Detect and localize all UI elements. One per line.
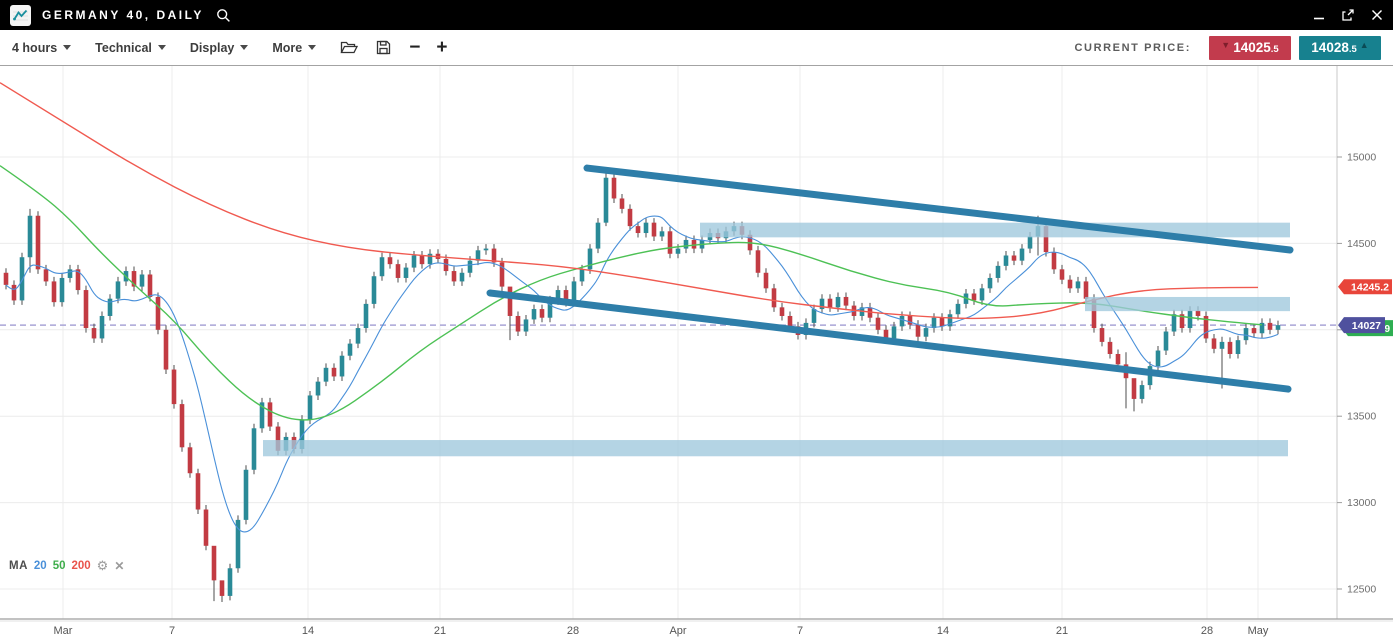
current-price-label: CURRENT PRICE: [1074,41,1191,54]
svg-text:21: 21 [434,625,446,637]
sell-price-frac: .5 [1270,43,1279,55]
svg-text:14: 14 [302,625,314,637]
chart-canvas[interactable]: 150001450014000135001300012500Mar7142128… [0,66,1393,641]
display-dropdown-label: Display [189,40,235,55]
display-dropdown[interactable]: Display [189,40,249,55]
interval-dropdown[interactable]: 4 hours [12,40,72,55]
resistance-zone-middle[interactable] [1085,296,1290,312]
buy-price-value: 14028 [1311,39,1349,55]
svg-text:28: 28 [567,625,579,637]
svg-text:7: 7 [797,625,803,637]
ma200-tag [1338,279,1392,295]
technical-dropdown[interactable]: Technical [95,41,166,55]
ma200-period-label[interactable]: 200 [71,560,91,572]
window-controls [1313,8,1383,22]
open-folder-icon[interactable] [340,40,359,55]
sell-price-value: 14025 [1233,39,1271,55]
price-axis[interactable]: 150001450014000135001300012500 [1336,66,1393,641]
gear-icon[interactable]: ⚙ [96,558,109,573]
ma200-line [0,82,1259,320]
chevron-down-icon [157,45,166,50]
upper-channel-trendline[interactable] [583,164,1294,254]
svg-text:7: 7 [169,625,175,637]
svg-text:14245.2: 14245.2 [1351,282,1389,294]
support-zone-lower[interactable] [263,440,1288,457]
ma20-period-label[interactable]: 20 [33,560,47,572]
chevron-down-icon [63,45,72,50]
ma50-line [0,165,1263,421]
svg-text:14500: 14500 [1347,238,1376,250]
ma50-period-label[interactable]: 50 [52,560,66,572]
svg-text:15000: 15000 [1347,152,1376,164]
svg-text:May: May [1248,625,1269,637]
svg-text:13000: 13000 [1347,497,1376,509]
price-chart-svg[interactable]: 150001450014000135001300012500Mar7142128… [0,66,1393,641]
buy-price-frac: .5 [1348,43,1357,55]
more-dropdown-label: More [272,40,303,55]
svg-text:14027: 14027 [1352,320,1381,332]
more-dropdown[interactable]: More [272,40,317,55]
app-logo-icon [10,4,31,26]
arrow-down-icon: ▼ [1221,39,1231,50]
svg-text:14: 14 [937,625,949,637]
technical-dropdown-label: Technical [95,40,152,55]
zoom-out-button[interactable]: − [409,37,421,58]
svg-text:21: 21 [1056,625,1068,637]
svg-text:9: 9 [1384,324,1390,335]
svg-text:28: 28 [1201,625,1213,637]
gridlines [0,66,1337,619]
window-title: GERMANY 40, DAILY [42,8,204,22]
ma-indicator-legend: MA 20 50 200 ⚙ ✕ [9,558,124,574]
current-price-group: CURRENT PRICE: ▼ 14025 .5 14028 .5 ▲ [1074,35,1381,60]
buy-price-button[interactable]: 14028 .5 ▲ [1299,35,1381,60]
chart-toolbar: 4 hours Technical Display More − + CURRE… [0,30,1393,66]
arrow-up-icon: ▲ [1359,39,1369,50]
svg-text:13500: 13500 [1347,411,1376,423]
chevron-down-icon [308,45,317,50]
remove-indicator-icon[interactable]: ✕ [114,559,125,573]
resistance-zone-upper[interactable] [700,222,1290,238]
lower-channel-trendline[interactable] [486,289,1292,393]
svg-text:Apr: Apr [669,625,686,637]
save-icon[interactable] [376,40,391,55]
zoom-in-button[interactable]: + [436,37,448,58]
ma-legend-label: MA [9,560,28,572]
time-axis[interactable]: Mar 7 14 21 28 Apr 7 14 21 28 May [0,618,1393,637]
interval-dropdown-label: 4 hours [12,40,58,55]
minimize-button[interactable] [1313,9,1325,21]
search-icon[interactable] [216,8,231,23]
sell-price-button[interactable]: ▼ 14025 .5 [1209,35,1291,60]
svg-text:Mar: Mar [54,625,73,637]
price-tag [1338,317,1385,334]
popout-button[interactable] [1341,8,1355,22]
ma20-line [5,215,1279,533]
close-button[interactable] [1371,9,1383,21]
title-bar: GERMANY 40, DAILY [0,0,1393,30]
svg-text:12500: 12500 [1347,584,1376,596]
chevron-down-icon [240,45,249,50]
